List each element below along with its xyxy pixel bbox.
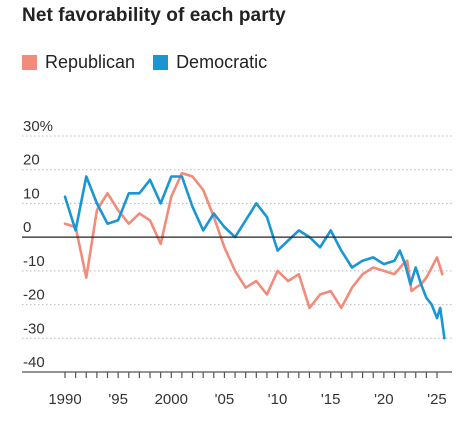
x-tick-label: '15 — [321, 391, 341, 408]
series-line-republican — [63, 171, 444, 310]
legend-item-democratic: Democratic — [153, 52, 267, 73]
y-tick-label: 20 — [23, 152, 40, 169]
x-tick-label: '10 — [268, 391, 288, 408]
y-tick-label: 0 — [23, 219, 31, 236]
x-tick-label: '95 — [108, 391, 128, 408]
y-tick-label: 10 — [23, 185, 40, 202]
y-tick-label: -30 — [23, 320, 45, 337]
y-tick-label: -20 — [23, 287, 45, 304]
y-tick-label: -10 — [23, 253, 45, 270]
y-tick-label: -40 — [23, 354, 45, 371]
x-tick-label: '20 — [374, 391, 394, 408]
legend-swatch-democratic — [153, 55, 169, 70]
x-tick-label: '05 — [215, 391, 235, 408]
chart-title: Net favorability of each party — [22, 5, 286, 26]
legend-label-democratic: Democratic — [176, 52, 268, 72]
x-tick-label: '25 — [427, 391, 447, 408]
legend: Republican Democratic — [22, 52, 285, 73]
y-tick-label: 30% — [23, 118, 53, 135]
x-tick-label: 2000 — [155, 391, 188, 408]
x-tick-label: 1990 — [48, 391, 81, 408]
legend-label-republican: Republican — [45, 52, 136, 72]
legend-item-republican: Republican — [22, 52, 135, 73]
series-line-democratic — [63, 175, 446, 340]
legend-swatch-republican — [22, 55, 37, 70]
